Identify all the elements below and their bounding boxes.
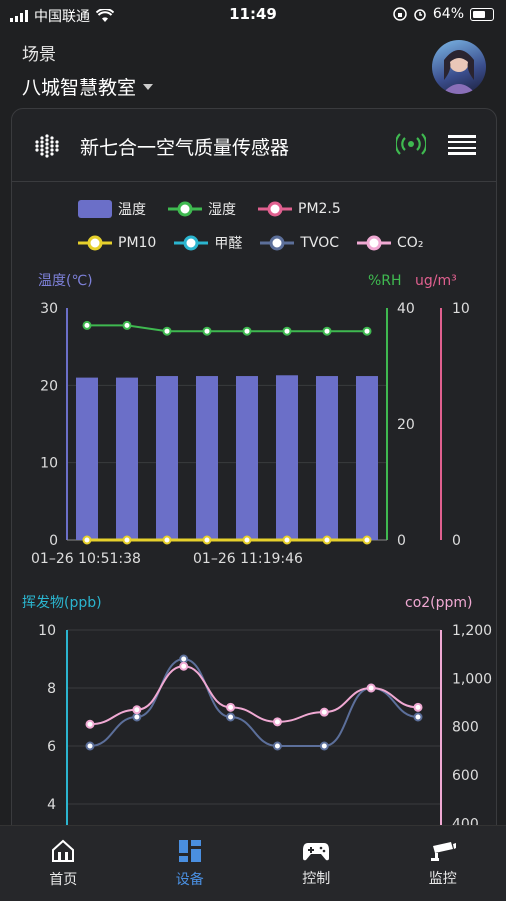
legend-swatch	[258, 200, 292, 218]
legend-item[interactable]: PM2.5	[258, 199, 341, 219]
menu-icon[interactable]	[448, 135, 476, 155]
scene-name: 八城智慧教室	[22, 73, 136, 100]
device-title: 新七合一空气质量传感器	[80, 133, 289, 160]
legend-label: 温度	[118, 199, 146, 219]
tab-home-label: 首页	[49, 869, 77, 889]
legend-item[interactable]: TVOC	[260, 233, 339, 253]
legend-item[interactable]: PM10	[78, 233, 156, 253]
legend-item[interactable]: 湿度	[168, 199, 236, 219]
legend-swatch	[168, 200, 202, 218]
legend-item[interactable]: 温度	[78, 199, 146, 219]
chart-legend: 温度 湿度 PM2.5 PM10 甲醛 TVOC CO₂	[12, 199, 496, 267]
camera-icon	[429, 840, 457, 862]
legend-swatch	[78, 234, 112, 252]
alarm-icon	[413, 7, 427, 21]
device-card: 新七合一空气质量传感器 温度 湿度 PM2.5 PM10 甲醛 TVOC CO₂	[11, 108, 497, 870]
tab-devices-label: 设备	[176, 869, 204, 889]
avatar[interactable]	[432, 40, 486, 94]
online-signal-icon	[396, 133, 426, 155]
gamepad-icon	[302, 840, 330, 862]
legend-label: 湿度	[208, 199, 236, 219]
legend-label: PM10	[118, 235, 156, 251]
legend-item[interactable]: 甲醛	[174, 233, 242, 253]
tab-bar: 首页 设备 控制 监控	[0, 825, 506, 901]
sensor-icon	[34, 133, 60, 159]
devices-icon	[178, 839, 202, 863]
tab-monitor-label: 监控	[429, 868, 457, 888]
legend-item[interactable]: CO₂	[357, 233, 423, 253]
chevron-down-icon	[142, 83, 154, 91]
legend-label: TVOC	[300, 235, 339, 251]
battery-percent: 64%	[433, 6, 464, 22]
device-card-header: 新七合一空气质量传感器	[12, 109, 496, 182]
tab-control[interactable]: 控制	[253, 826, 380, 901]
legend-label: 甲醛	[214, 233, 242, 253]
legend-swatch	[78, 200, 112, 218]
tab-monitor[interactable]: 监控	[380, 826, 506, 901]
legend-swatch	[357, 234, 391, 252]
scene-label: 场景	[22, 40, 154, 65]
tab-control-label: 控制	[302, 868, 330, 888]
tab-home[interactable]: 首页	[0, 826, 127, 901]
lock-rotation-icon	[393, 7, 407, 21]
scene-header: 场景 八城智慧教室	[22, 40, 154, 100]
battery-icon	[470, 8, 494, 21]
legend-swatch	[174, 234, 208, 252]
legend-label: PM2.5	[298, 201, 341, 217]
tab-devices[interactable]: 设备	[127, 826, 254, 901]
scene-selector[interactable]: 八城智慧教室	[22, 73, 154, 100]
legend-label: CO₂	[397, 235, 423, 251]
home-icon	[51, 839, 75, 863]
status-bar: 中国联通 11:49 64%	[0, 0, 506, 30]
legend-swatch	[260, 234, 294, 252]
